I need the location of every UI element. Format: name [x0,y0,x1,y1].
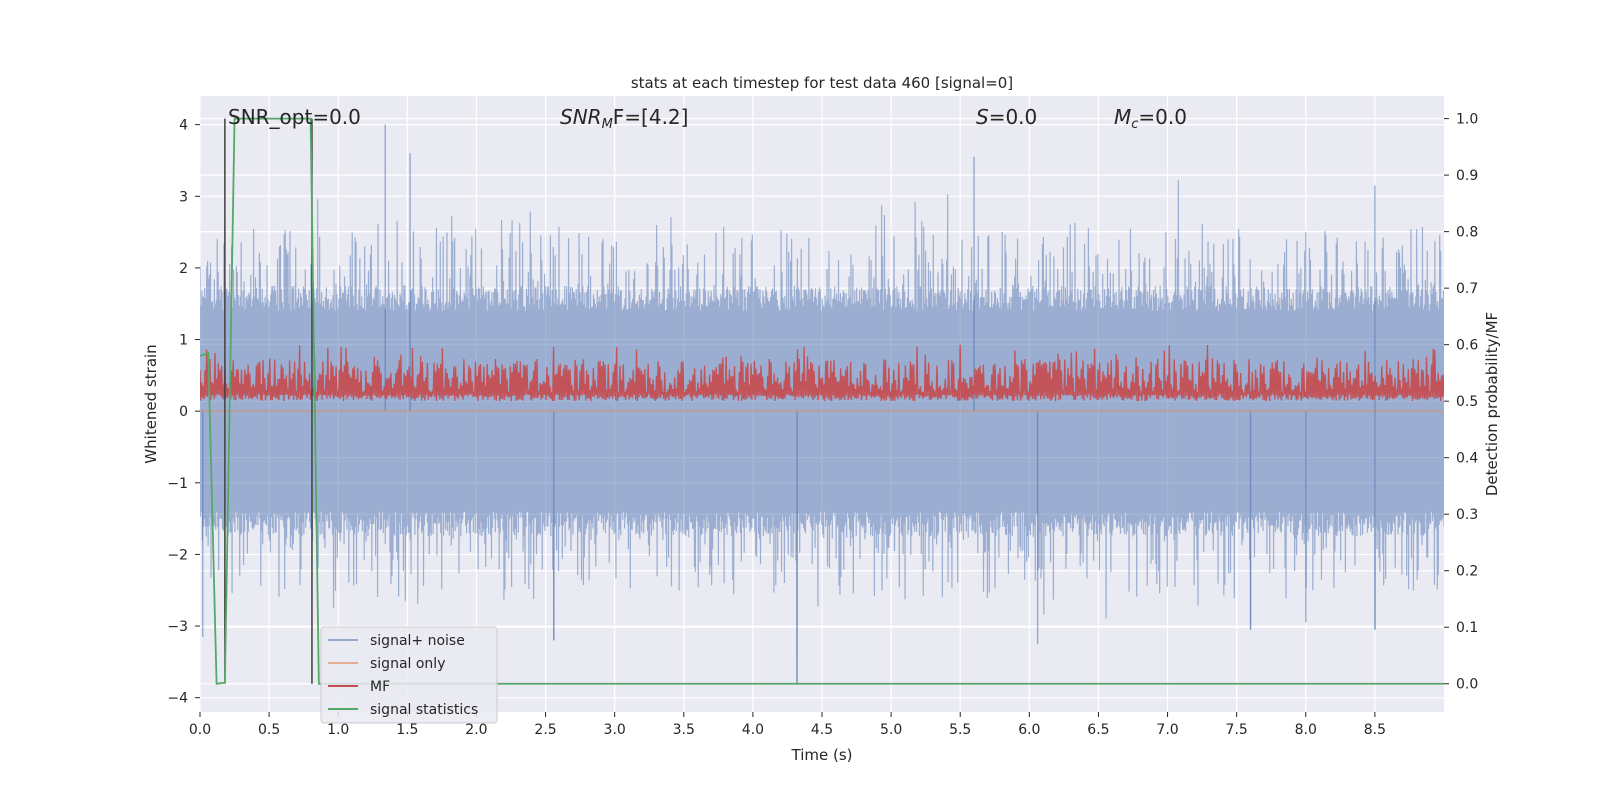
y-tick-label: 3 [179,189,188,205]
y-axis-title-right: Detection probability/MF [1483,312,1501,496]
y-tick-label: 2 [179,261,188,277]
y-right-tick-label: 0.6 [1456,338,1478,354]
y-axis-title-left: Whitened strain [142,344,160,463]
x-tick-label: 2.5 [534,722,556,738]
x-tick-label: 1.0 [327,722,349,738]
x-tick-label: 5.0 [880,722,902,738]
y-right-tick-label: 0.4 [1456,451,1478,467]
y-right-tick-label: 0.0 [1456,677,1478,693]
x-tick-label: 7.5 [1226,722,1248,738]
annotation-s: S=0.0 [976,105,1037,129]
annotation-snr-opt: SNR_opt=0.0 [228,105,361,129]
y-right-tick-label: 0.3 [1456,507,1478,523]
x-tick-label: 0.5 [258,722,280,738]
x-tick-label: 5.5 [949,722,971,738]
x-tick-label: 6.0 [1018,722,1040,738]
x-tick-label: 0.0 [189,722,211,738]
chart-title: stats at each timestep for test data 460… [631,74,1013,92]
right-y-ticks: 0.0 0.1 0.2 0.3 0.4 0.5 0.6 0.7 0.8 0.9 1.0 [1444,112,1478,693]
x-tick-label: 3.5 [673,722,695,738]
y-right-tick-label: 0.1 [1456,620,1478,636]
legend-label-stats: signal statistics [370,702,478,718]
y-right-tick-label: 0.7 [1456,281,1478,297]
series-signal-statistics [200,117,1444,685]
legend-label-mf: MF [370,679,390,695]
legend-label-signal: signal only [370,656,445,672]
x-tick-label: 7.0 [1156,722,1178,738]
y-right-tick-label: 1.0 [1456,112,1478,128]
series-mf [200,344,1444,402]
x-tick-label: 4.0 [742,722,764,738]
x-tick-label: 4.5 [811,722,833,738]
x-tick-label: 2.0 [465,722,487,738]
y-tick-label: 1 [179,333,188,349]
y-right-tick-label: 0.2 [1456,564,1478,580]
x-axis-title: Time (s) [791,746,853,764]
y-tick-label: −3 [167,619,188,635]
y-tick-label: −2 [167,547,188,563]
x-tick-label: 6.5 [1087,722,1109,738]
x-tick-label: 1.5 [396,722,418,738]
x-tick-label: 8.5 [1364,722,1386,738]
x-tick-label: 3.0 [604,722,626,738]
legend: signal+ noise signal only MF signal stat… [320,626,498,724]
y-right-tick-label: 0.9 [1456,168,1478,184]
y-tick-label: −4 [167,691,188,707]
left-y-ticks: −4 −3 −2 −1 0 1 2 3 4 [167,118,200,707]
legend-box [320,626,498,724]
x-ticks: 0.0 0.5 1.0 1.5 2.0 2.5 3.0 3.5 4.0 4.5 5.0 5.5 6.0 6… [189,712,1386,738]
series-layer [200,117,1444,685]
annotation-snr-mf: SNRMF=[4.2] [560,105,688,132]
y-right-tick-label: 0.5 [1456,394,1478,410]
y-right-tick-label: 0.8 [1456,225,1478,241]
y-tick-label: −1 [167,476,188,492]
x-tick-label: 8.0 [1295,722,1317,738]
y-tick-label: 0 [179,404,188,420]
legend-label-noise: signal+ noise [370,633,465,649]
y-tick-label: 4 [179,118,188,134]
annotation-mc: Mc=0.0 [1114,105,1187,132]
